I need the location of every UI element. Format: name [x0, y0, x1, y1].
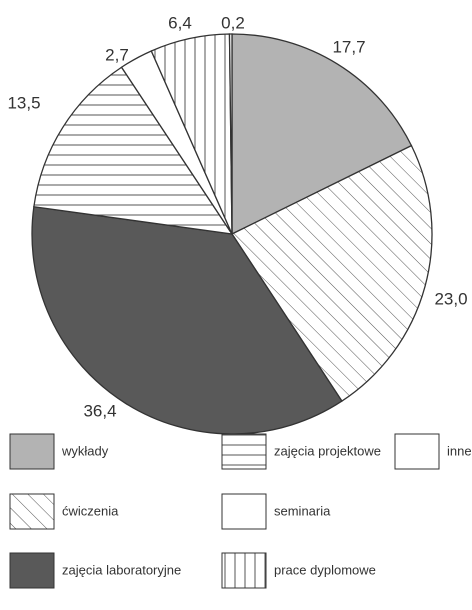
legend-item-seminaria: seminaria: [221, 493, 331, 530]
pie-slice-cwiczenia: [231, 144, 433, 403]
slice-label-seminaria: 2,7: [105, 45, 129, 64]
legend-swatch: [394, 433, 440, 470]
legend-swatch: [221, 552, 267, 589]
pie-slice-inne: [228, 33, 233, 235]
pie-value-labels: 17,7 23,0 36,4 13,5 2,7 6,4 0,2: [7, 13, 467, 420]
legend-label: seminaria: [274, 503, 331, 518]
pie-slice-wyklady: [231, 33, 413, 236]
legend-label: inne: [447, 443, 472, 458]
pie-slice-zajecia-laboratoryjne: [31, 205, 343, 435]
pie-slices: [31, 33, 433, 435]
legend-item-zajecia-projektowe: zajęcia projektowe: [221, 433, 381, 470]
legend-item-prace-dyplomowe: prace dyplomowe: [221, 552, 376, 589]
legend-label: prace dyplomowe: [274, 562, 376, 577]
pie-slice-zajecia-projektowe: [33, 66, 234, 235]
slice-label-zajecia-projektowe: 13,5: [7, 93, 40, 112]
legend-label: wykłady: [61, 443, 109, 458]
legend: wykłady ćwiczenia zajęcia laboratoryjne zaj…: [9, 433, 472, 589]
legend-swatch: [9, 493, 55, 530]
legend-swatch: [9, 552, 55, 589]
legend-swatch: [221, 493, 267, 530]
slice-label-zajecia-laboratoryjne: 36,4: [83, 401, 116, 420]
slice-label-wyklady: 17,7: [332, 37, 365, 56]
legend-item-cwiczenia: ćwiczenia: [9, 493, 119, 530]
slice-label-cwiczenia: 23,0: [434, 289, 467, 308]
legend-item-zajecia-laboratoryjne: zajęcia laboratoryjne: [9, 552, 181, 589]
legend-label: zajęcia projektowe: [274, 443, 381, 458]
legend-item-wyklady: wykłady: [9, 433, 109, 470]
legend-label: zajęcia laboratoryjne: [62, 562, 181, 577]
slice-label-inne: 0,2: [221, 13, 245, 32]
legend-label: ćwiczenia: [62, 503, 119, 518]
legend-item-inne: inne: [394, 433, 472, 470]
legend-swatch: [221, 433, 267, 470]
slice-label-prace-dyplomowe: 6,4: [168, 13, 192, 32]
legend-swatch: [9, 433, 55, 470]
